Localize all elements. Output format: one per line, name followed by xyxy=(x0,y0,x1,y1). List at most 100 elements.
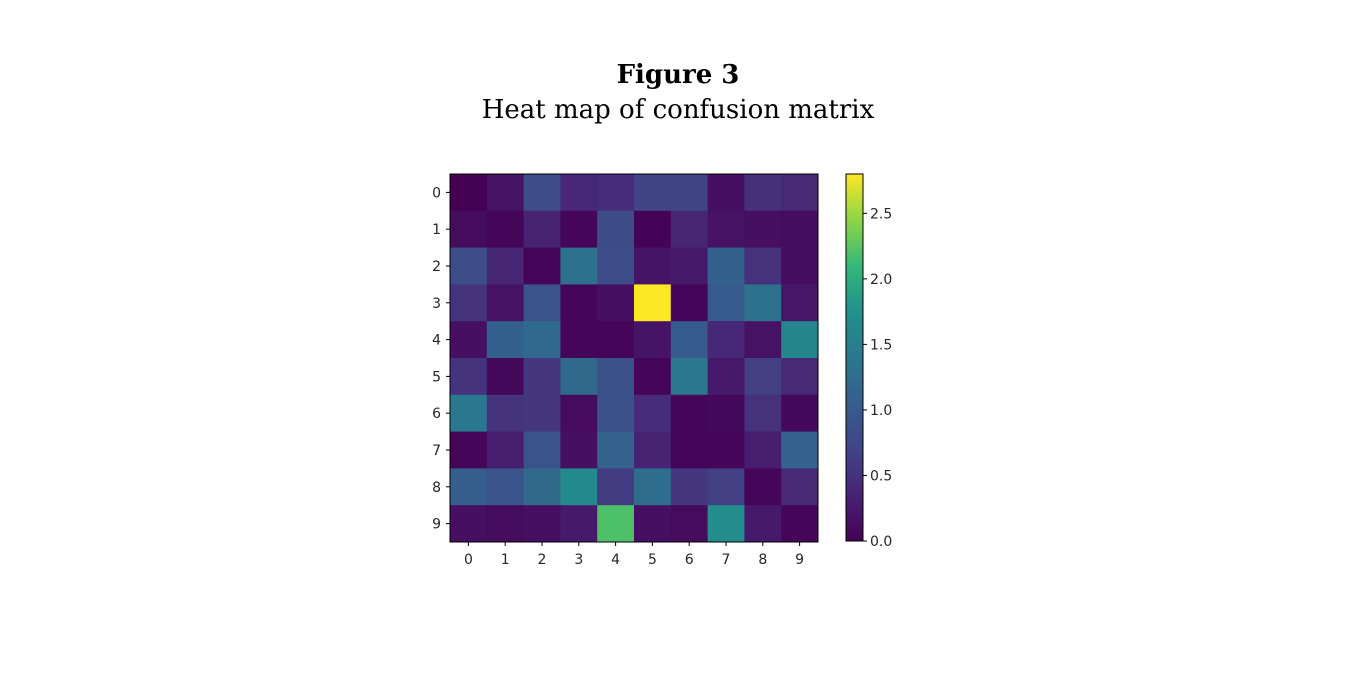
heatmap-cell-9-9 xyxy=(781,505,819,543)
heatmap-cell-3-5 xyxy=(634,284,672,322)
x-tick-label-1: 1 xyxy=(501,552,510,568)
heatmap-cell-7-9 xyxy=(781,431,819,469)
x-tick-label-2: 2 xyxy=(538,552,547,568)
heatmap-cell-8-3 xyxy=(560,468,598,506)
colorbar xyxy=(845,173,864,542)
heatmap-cell-5-4 xyxy=(597,358,635,396)
heatmap-cell-7-6 xyxy=(670,431,709,469)
x-tick-label-4: 4 xyxy=(611,552,620,568)
heatmap-cell-1-3 xyxy=(560,210,598,249)
heatmap-cell-2-4 xyxy=(597,247,635,285)
heatmap-cell-4-0 xyxy=(450,321,488,359)
heatmap-cell-9-4 xyxy=(597,505,635,543)
heatmap-cell-1-6 xyxy=(670,210,709,249)
heatmap-cell-2-7 xyxy=(707,247,745,285)
heatmap-cell-7-8 xyxy=(744,431,782,469)
heatmap-cell-2-2 xyxy=(523,247,561,285)
plot-frame xyxy=(449,173,819,543)
heatmap-cell-0-5 xyxy=(634,174,672,212)
heatmap-cell-5-6 xyxy=(670,358,709,396)
heatmap-cell-1-7 xyxy=(707,210,745,249)
figure-caption: Heat map of confusion matrix xyxy=(481,95,875,125)
y-tick-label-7: 7 xyxy=(432,443,441,459)
heatmap-cell-9-3 xyxy=(560,505,598,543)
x-tick-label-5: 5 xyxy=(648,552,657,568)
heatmap-cell-9-6 xyxy=(670,505,709,543)
heatmap-cell-6-3 xyxy=(560,394,598,433)
heatmap-cell-4-2 xyxy=(523,321,561,359)
heatmap-cell-5-2 xyxy=(523,358,561,396)
x-tick-label-9: 9 xyxy=(795,552,804,568)
y-tick-label-4: 4 xyxy=(432,333,441,349)
heatmap-cell-4-8 xyxy=(744,321,782,359)
heatmap-cell-3-3 xyxy=(560,284,598,322)
heatmap-cell-5-9 xyxy=(781,358,819,396)
heatmap-cells xyxy=(450,174,819,543)
heatmap-cell-5-3 xyxy=(560,358,598,396)
heatmap-cell-6-7 xyxy=(707,394,745,433)
heatmap-cell-4-1 xyxy=(486,321,525,359)
heatmap-cell-3-0 xyxy=(450,284,488,322)
heatmap-cell-8-7 xyxy=(707,468,745,506)
heatmap-cell-2-9 xyxy=(781,247,819,285)
heatmap-cell-5-0 xyxy=(450,358,488,396)
colorbar-tick-label-3: 1.5 xyxy=(870,337,892,353)
heatmap-cell-2-6 xyxy=(670,247,709,285)
y-tick-label-9: 9 xyxy=(432,517,441,533)
heatmap-cell-8-5 xyxy=(634,468,672,506)
heatmap-cell-0-6 xyxy=(670,174,709,212)
y-axis: 0 1 2 3 4 5 6 7 8 9 xyxy=(432,185,450,533)
heatmap-cell-2-8 xyxy=(744,247,782,285)
heatmap-cell-6-2 xyxy=(523,394,561,433)
y-tick-label-6: 6 xyxy=(432,406,441,422)
heatmap-cell-1-1 xyxy=(486,210,525,249)
y-tick-label-1: 1 xyxy=(432,222,441,238)
heatmap-cell-7-5 xyxy=(634,431,672,469)
colorbar-tick-label-5: 2.5 xyxy=(870,206,892,222)
heatmap-cell-2-3 xyxy=(560,247,598,285)
heatmap-cell-5-5 xyxy=(634,358,672,396)
heatmap-cell-9-8 xyxy=(744,505,782,543)
heatmap-cell-7-0 xyxy=(450,431,488,469)
heatmap-cell-2-1 xyxy=(486,247,525,285)
heatmap-cell-7-4 xyxy=(597,431,635,469)
heatmap-cell-6-5 xyxy=(634,394,672,433)
heatmap-cell-4-6 xyxy=(670,321,709,359)
x-axis: 0 1 2 3 4 5 6 7 8 9 xyxy=(464,542,804,568)
heatmap-cell-6-4 xyxy=(597,394,635,433)
heatmap-cell-1-2 xyxy=(523,210,561,249)
heatmap-cell-8-2 xyxy=(523,468,561,506)
heatmap-cell-3-4 xyxy=(597,284,635,322)
heatmap-cell-3-9 xyxy=(781,284,819,322)
heatmap-cell-3-8 xyxy=(744,284,782,322)
heatmap-cell-1-4 xyxy=(597,210,635,249)
heatmap-cell-4-7 xyxy=(707,321,745,359)
heatmap-cell-4-4 xyxy=(597,321,635,359)
y-tick-label-0: 0 xyxy=(432,185,441,201)
y-tick-label-2: 2 xyxy=(432,259,441,275)
heatmap-cell-1-5 xyxy=(634,210,672,249)
heatmap-cell-3-6 xyxy=(670,284,709,322)
heatmap-cell-0-9 xyxy=(781,174,819,212)
heatmap-cell-7-1 xyxy=(486,431,525,469)
heatmap-cell-2-0 xyxy=(450,247,488,285)
heatmap-cell-1-9 xyxy=(781,210,819,249)
heatmap-cell-4-9 xyxy=(781,321,819,359)
heatmap-cell-5-7 xyxy=(707,358,745,396)
colorbar-tick-label-0: 0.0 xyxy=(870,534,892,550)
colorbar-tick-label-4: 2.0 xyxy=(870,272,892,288)
y-tick-label-3: 3 xyxy=(432,296,441,312)
x-tick-label-3: 3 xyxy=(574,552,583,568)
heatmap-cell-3-1 xyxy=(486,284,525,322)
heatmap-cell-6-6 xyxy=(670,394,709,433)
heatmap-cell-7-2 xyxy=(523,431,561,469)
heatmap-cell-1-8 xyxy=(744,210,782,249)
heatmap-cell-0-7 xyxy=(707,174,745,212)
colorbar-axis: 0.0 0.5 1.0 1.5 2.0 2.5 xyxy=(863,206,892,550)
heatmap-cell-6-8 xyxy=(744,394,782,433)
heatmap-cell-9-5 xyxy=(634,505,672,543)
heatmap-cell-8-6 xyxy=(670,468,709,506)
heatmap-cell-8-0 xyxy=(450,468,488,506)
heatmap-cell-9-2 xyxy=(523,505,561,543)
